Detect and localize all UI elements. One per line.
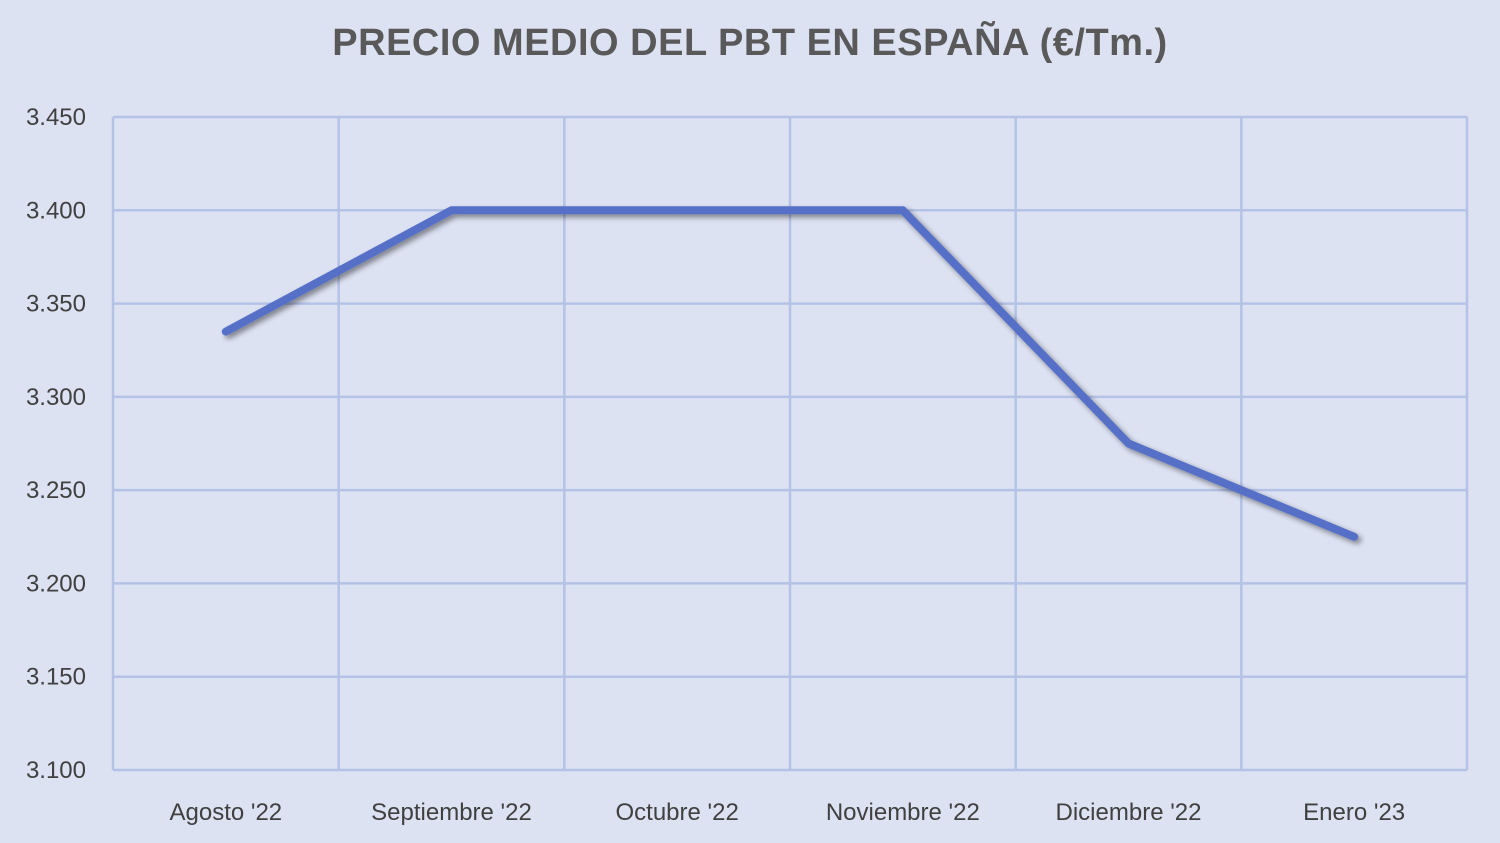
series-line — [221, 206, 1359, 541]
grid — [111, 115, 1469, 772]
y-tick-label: 3.300 — [26, 384, 86, 411]
x-tick-label: Enero '23 — [1303, 799, 1405, 826]
y-tick-label: 3.250 — [26, 477, 86, 504]
data-point — [225, 331, 227, 333]
y-tick-label: 3.450 — [26, 104, 86, 131]
x-tick-label: Octubre '22 — [616, 799, 739, 826]
series — [221, 206, 1359, 541]
chart-title: PRECIO MEDIO DEL PBT EN ESPAÑA (€/Tm.) — [332, 22, 1168, 64]
y-axis: 3.100 3.150 3.200 3.250 3.300 3.350 3.400 3.450 — [26, 104, 86, 784]
data-point — [902, 209, 904, 211]
y-tick-label: 3.200 — [26, 570, 86, 597]
x-tick-label: Agosto '22 — [169, 799, 282, 826]
data-point — [676, 209, 678, 211]
x-tick-label: Septiembre '22 — [371, 799, 532, 826]
data-point — [451, 209, 452, 211]
y-tick-label: 3.100 — [26, 757, 86, 784]
x-axis: Agosto '22 Septiembre '22 Octubre '22 Novie… — [169, 799, 1405, 826]
y-tick-label: 3.150 — [26, 664, 86, 691]
data-point — [1128, 443, 1129, 444]
y-tick-label: 3.350 — [26, 291, 86, 318]
data-point — [1353, 536, 1355, 538]
y-tick-label: 3.400 — [26, 197, 86, 224]
x-tick-label: Noviembre '22 — [826, 799, 980, 826]
x-tick-label: Diciembre '22 — [1056, 799, 1202, 826]
